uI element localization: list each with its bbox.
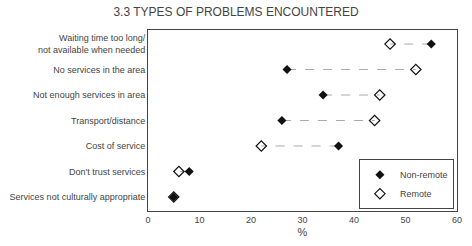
svg-text:No services in the area: No services in the area: [53, 65, 145, 75]
svg-text:Not enough services in area: Not enough services in area: [33, 90, 145, 100]
svg-text:40: 40: [349, 215, 359, 225]
svg-text:%: %: [298, 226, 308, 238]
svg-text:Remote: Remote: [400, 189, 432, 199]
svg-text:Waiting time too long/not avai: Waiting time too long/not available when…: [38, 33, 146, 55]
svg-text:60: 60: [452, 215, 462, 225]
svg-text:10: 10: [194, 215, 204, 225]
svg-text:30: 30: [297, 215, 307, 225]
svg-text:Transport/distance: Transport/distance: [71, 116, 145, 126]
svg-text:Cost of service: Cost of service: [86, 141, 146, 151]
svg-text:Non-remote: Non-remote: [400, 170, 448, 180]
svg-text:50: 50: [400, 215, 410, 225]
svg-text:0: 0: [145, 215, 150, 225]
svg-text:3.3 TYPES OF PROBLEMS ENCOUNTE: 3.3 TYPES OF PROBLEMS ENCOUNTERED: [113, 5, 359, 19]
svg-text:Services not culturally approp: Services not culturally appropriate: [10, 192, 146, 202]
svg-text:Don't trust services: Don't trust services: [69, 167, 146, 177]
svg-text:20: 20: [246, 215, 256, 225]
